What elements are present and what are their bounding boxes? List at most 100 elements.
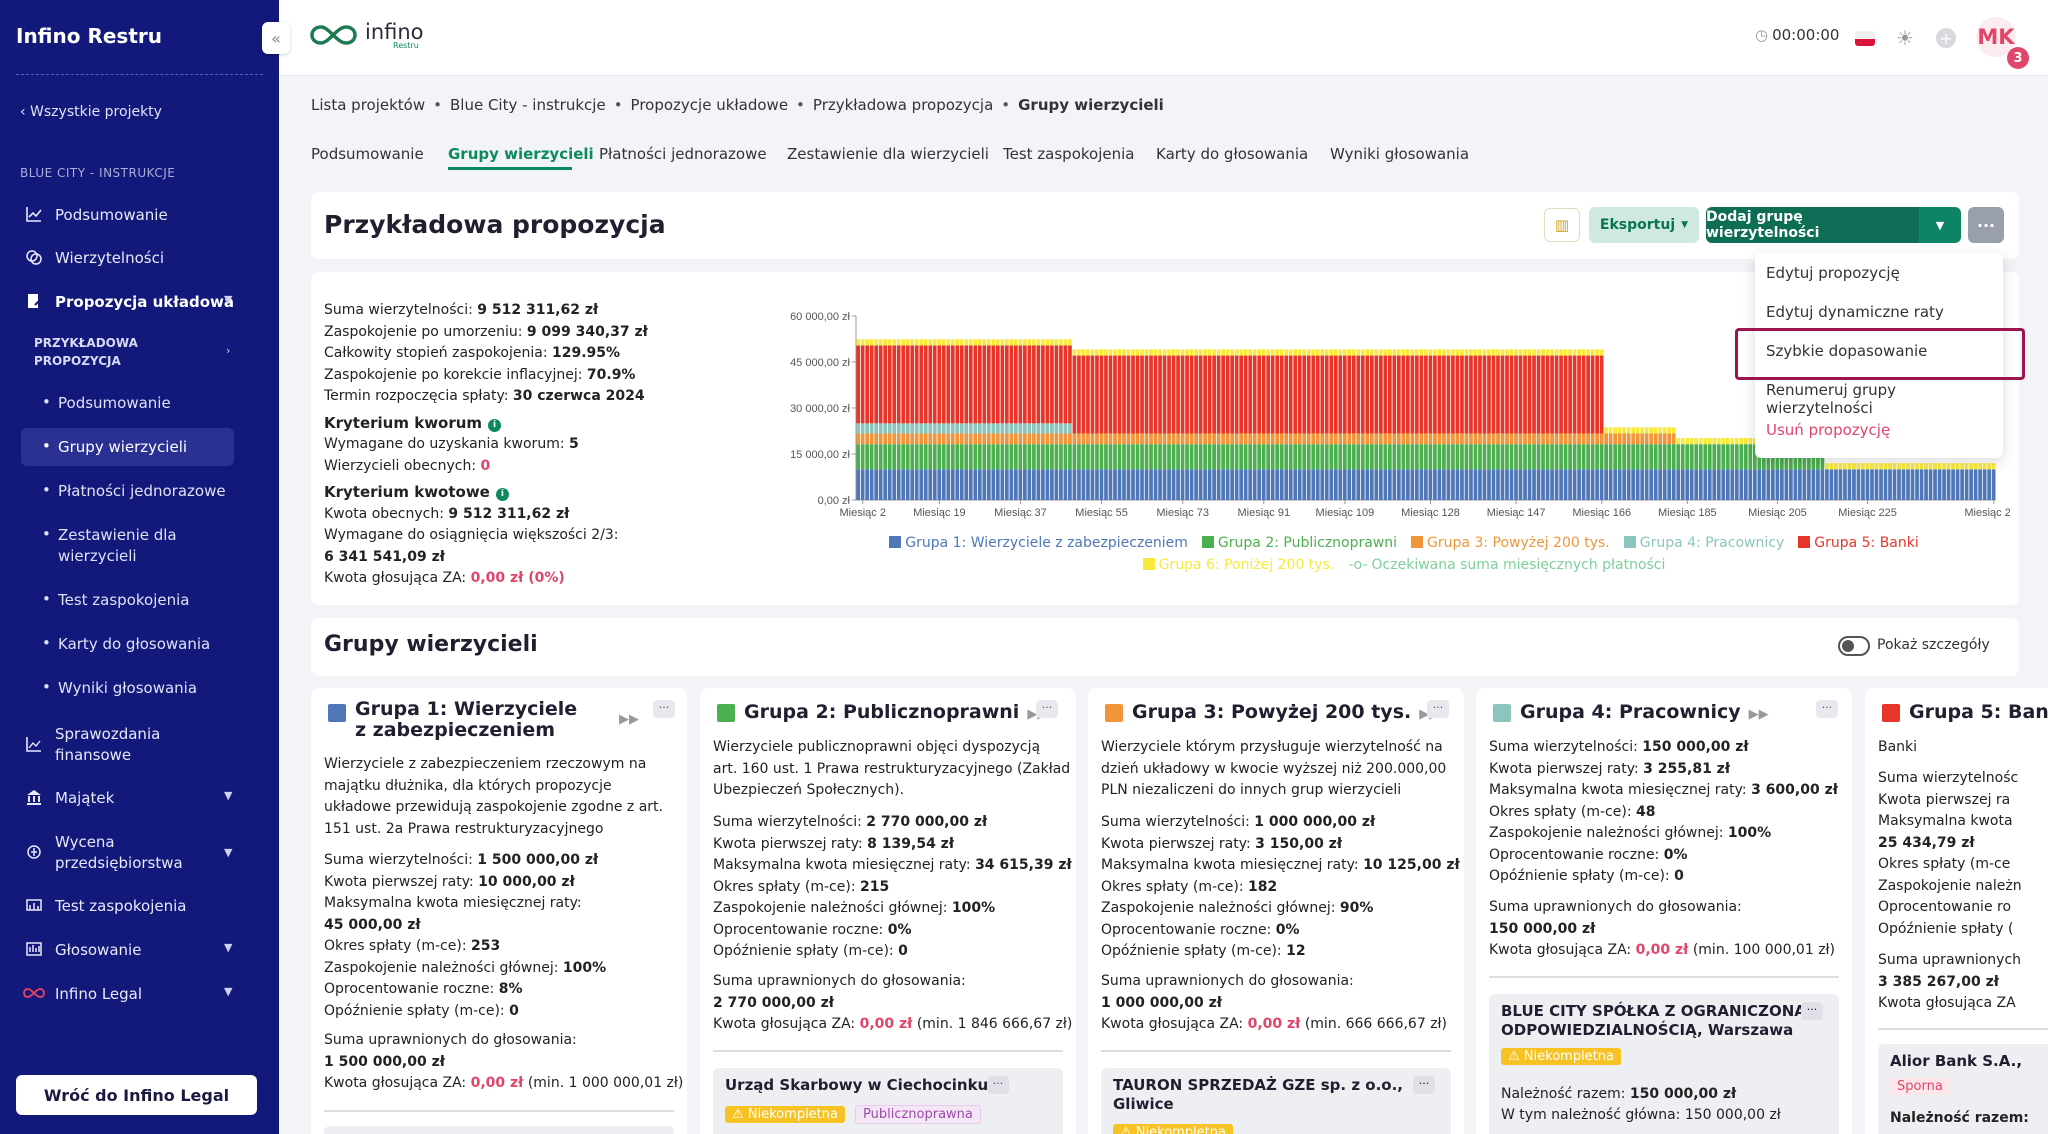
bar-segment (1739, 444, 1744, 470)
info-icon[interactable]: i (495, 488, 509, 501)
group-card-1[interactable]: Grupa 1: Wierzyciele z zabezpieczeniem ▶… (311, 688, 687, 1134)
infino-logo[interactable]: infino Restru (309, 20, 424, 50)
info-icon[interactable]: i (488, 418, 502, 432)
bar-segment (1014, 469, 1018, 500)
add-group-dropdown-button[interactable]: ▼ (1919, 207, 1961, 243)
bar-segment (1369, 355, 1374, 434)
instructions-button[interactable]: ▥ (1544, 208, 1580, 242)
creditor-card[interactable]: Alior Bank S.A., Sporna Należność razem: (1878, 1044, 2048, 1134)
bar-segment (1203, 349, 1207, 356)
bar-segment (1230, 355, 1234, 434)
bar-segment (1978, 463, 1982, 470)
group-stat: Zaspokojenie należności głównej: 100% (1489, 825, 1772, 841)
bar-segment (1054, 444, 1059, 470)
tab-karty[interactable]: Karty do głosowania (1156, 145, 1309, 163)
bar-segment (1455, 349, 1460, 356)
menu-item-edit-proposal[interactable]: Edytuj propozycję (1766, 264, 1900, 282)
group-card-5[interactable]: Grupa 5: Banki Banki Suma wierzytelnośc … (1865, 688, 2048, 1134)
bar-segment (1870, 469, 1874, 500)
group-menu-button[interactable]: ··· (1427, 700, 1449, 718)
group-card-2[interactable]: Grupa 2: Publicznoprawni▶▶ ··· Wierzycie… (700, 688, 1076, 1134)
breadcrumb-item[interactable]: Przykładowa propozycja (812, 96, 994, 114)
bar-segment (1176, 433, 1180, 445)
bar-segment (1347, 469, 1352, 500)
group-menu-button[interactable]: ··· (1816, 700, 1838, 718)
menu-item-delete[interactable]: Usuń propozycję (1766, 421, 1891, 439)
more-options-button[interactable]: ··· (1968, 207, 2004, 243)
legend-item[interactable]: Grupa 4: Pracownicy (1623, 532, 1784, 554)
theme-toggle-sun-icon[interactable]: ☀ (1896, 26, 1914, 50)
creditor-menu-button[interactable]: ··· (987, 1076, 1009, 1094)
bar-segment (1446, 349, 1451, 356)
bar-segment (1653, 469, 1658, 500)
tab-test[interactable]: Test zaspokojenia (1003, 145, 1135, 163)
groups-title: Grupy wierzycieli (324, 632, 538, 657)
bar-segment (905, 339, 910, 346)
group-stat: 25 434,79 zł (1878, 834, 1975, 851)
play-forward-icon[interactable]: ▶▶ (1748, 707, 1769, 722)
export-button[interactable]: Eksportuj ▼ (1589, 207, 1699, 243)
creditor-menu-button[interactable]: ··· (1413, 1076, 1435, 1094)
legend-item[interactable]: -o- Oczekiwana suma miesięcznych płatnośc… (1348, 557, 1666, 573)
menu-item-quick-fit[interactable]: Szybkie dopasowanie (1766, 342, 1928, 360)
bar-segment (1293, 444, 1298, 470)
creditor-card[interactable]: Urząd Skarbowy w Ciechocinku ··· ⚠ Nieko… (713, 1068, 1063, 1134)
tab-wyniki[interactable]: Wyniki głosowania (1330, 145, 1470, 163)
legend-item[interactable]: Grupa 6: Poniżej 200 tys. (1142, 554, 1334, 576)
group-menu-button[interactable]: ··· (1036, 700, 1058, 718)
bar-segment (1333, 355, 1338, 434)
group-menu-button[interactable]: ··· (653, 700, 675, 718)
creditor-name: Urząd Skarbowy w Ciechocinku (725, 1076, 989, 1094)
tab-platnosci[interactable]: Płatności jednorazowe (599, 145, 767, 163)
bar-segment (1356, 355, 1361, 434)
back-to-projects-link[interactable]: ‹ Wszystkie projekty (20, 104, 162, 120)
creditor-card[interactable]: BLUE CITY SPÓŁKA Z OGRANICZONĄ ODPOWIEDZI… (1489, 994, 1839, 1134)
legend-item[interactable]: Grupa 1: Wierzyciele z zabezpieczeniem (889, 532, 1188, 554)
bar-segment (1221, 469, 1225, 500)
breadcrumb-item[interactable]: Lista projektów (311, 96, 426, 114)
bar-segment (1077, 469, 1081, 500)
legend-item[interactable]: Grupa 5: Banki (1798, 532, 1919, 554)
bar-segment (1004, 444, 1009, 470)
bar-segment (982, 469, 987, 500)
bar-segment (1536, 444, 1541, 470)
bar-segment (1387, 355, 1392, 434)
tab-zestawienie[interactable]: Zestawienie dla wierzycieli (787, 145, 989, 163)
add-group-button[interactable]: Dodaj grupę wierzytelności (1706, 207, 1919, 243)
play-forward-icon[interactable]: ▶▶ (619, 712, 639, 727)
bar-segment (1527, 433, 1532, 445)
legend-item[interactable]: Grupa 3: Powyżej 200 tys. (1411, 532, 1610, 554)
creditor-card[interactable] (324, 1126, 674, 1134)
bar-segment (977, 444, 982, 470)
breadcrumb-item[interactable]: Propozycje układowe (630, 96, 789, 114)
flag-pl-icon[interactable] (1855, 31, 1875, 46)
collapse-sidebar-button[interactable]: « (262, 22, 290, 54)
sidebar-sub-parent[interactable]: PRZYKŁADOWA PROPOZYCJA (34, 336, 138, 368)
breadcrumb-item[interactable]: Blue City - instrukcje (450, 96, 606, 114)
bar-segment (982, 423, 987, 434)
group-card-4[interactable]: Grupa 4: Pracownicy ▶▶ ··· Suma wierzytel… (1476, 688, 1852, 1134)
bar-segment (1649, 427, 1654, 434)
legend-item[interactable]: Grupa 2: Publicznoprawni (1201, 532, 1397, 554)
menu-item-renumber[interactable]: Renumeruj grupy wierzytelności (1766, 381, 1897, 417)
bar-segment (1099, 444, 1104, 470)
tab-grupy-wierzycieli[interactable]: Grupy wierzycieli (448, 145, 594, 163)
plus-icon[interactable]: + (1936, 28, 1956, 48)
show-details-toggle[interactable] (1838, 636, 1870, 656)
creditor-menu-button[interactable]: ··· (1801, 1002, 1823, 1020)
creditor-card[interactable]: TAURON SPRZEDAŻ GZE sp. z o.o., Gliwice ·… (1101, 1068, 1451, 1134)
bar-segment (1640, 427, 1645, 434)
bar-segment (1279, 469, 1284, 500)
menu-item-edit-dynamic[interactable]: Edytuj dynamiczne raty (1766, 303, 1944, 321)
timer[interactable]: ◷ 00:00:00 (1755, 26, 1839, 44)
group-stat: Suma wierzytelności: 1 000 000,00 zł (1101, 814, 1376, 830)
group-card-3[interactable]: Grupa 3: Powyżej 200 tys.▶▶ ··· Wierzyci… (1088, 688, 1464, 1134)
tab-podsumowanie[interactable]: Podsumowanie (311, 145, 424, 163)
bar-segment (1311, 433, 1316, 445)
bar-segment (1369, 444, 1374, 470)
back-to-infino-legal-button[interactable]: Wróć do Infino Legal (16, 1075, 257, 1115)
bar-segment (1153, 444, 1158, 470)
bar-segment (901, 345, 906, 424)
bar-segment (1257, 355, 1262, 434)
bar-segment (1401, 469, 1406, 500)
